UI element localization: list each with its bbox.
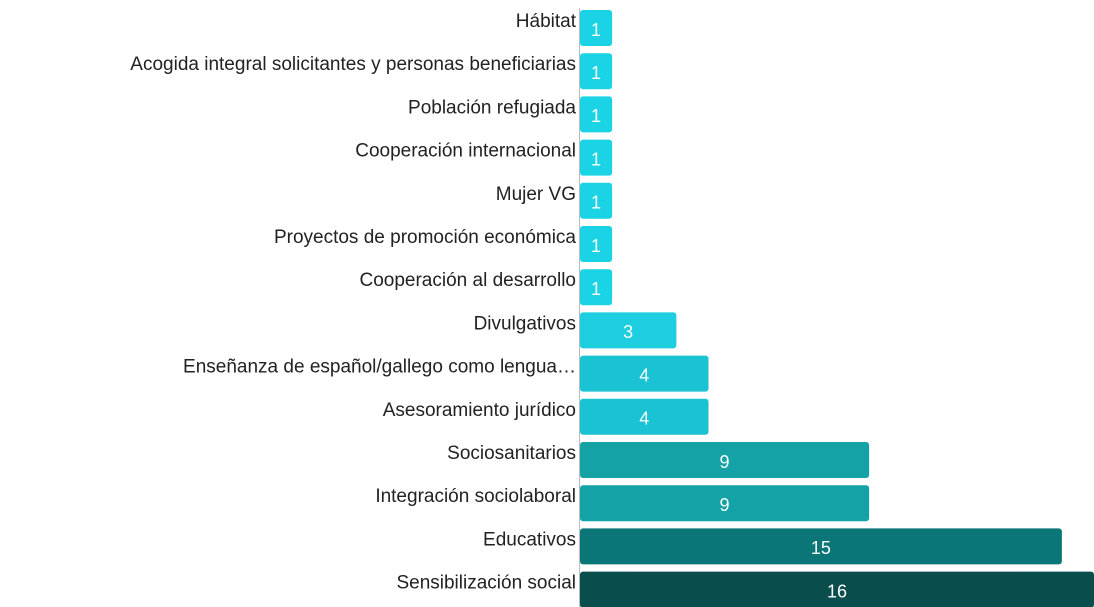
category-label: Asesoramiento jurídico [383,400,576,421]
bar-value-label: 16 [827,581,847,601]
bar-value-label: 1 [591,149,601,169]
bar [580,10,613,46]
bar-value-label: 15 [811,538,831,558]
bar [580,96,613,133]
bar-value-label: 1 [591,279,601,299]
bar [580,485,870,522]
bar [580,528,1062,565]
bar-value-label: 3 [623,322,633,342]
category-label: Sociosanitarios [447,443,576,464]
bar-value-label: 1 [591,63,601,83]
bar-value-label: 9 [720,452,730,472]
bar [580,312,677,349]
bar [580,53,613,90]
bar [580,571,1094,607]
category-label: Acogida integral solicitantes y personas… [130,54,576,75]
bar [580,355,709,392]
bar-value-label: 1 [591,193,601,213]
bar-value-label: 1 [591,20,601,40]
bar [580,139,613,176]
bar [580,226,613,262]
category-label: Hábitat [516,11,577,32]
bar-value-label: 1 [591,106,601,126]
bar [580,398,709,435]
category-label: Integración sociolaboral [375,486,576,507]
category-label: Proyectos de promoción económica [274,227,576,248]
bar [580,182,613,219]
category-label: Cooperación internacional [355,141,576,162]
bar-value-label: 1 [591,236,601,256]
category-label: Enseñanza de español/gallego como lengua… [183,357,576,378]
bar-value-label: 9 [720,495,730,515]
category-label: Divulgativos [474,313,576,334]
bar-value-label: 4 [639,409,649,429]
category-label: Población refugiada [408,97,576,118]
bar [580,269,613,306]
category-label: Educativos [483,529,576,550]
bar-value-label: 4 [639,365,649,385]
category-label: Cooperación al desarrollo [359,270,576,291]
category-label: Sensibilización social [396,573,576,594]
category-label: Mujer VG [496,184,576,205]
bar [580,442,870,478]
